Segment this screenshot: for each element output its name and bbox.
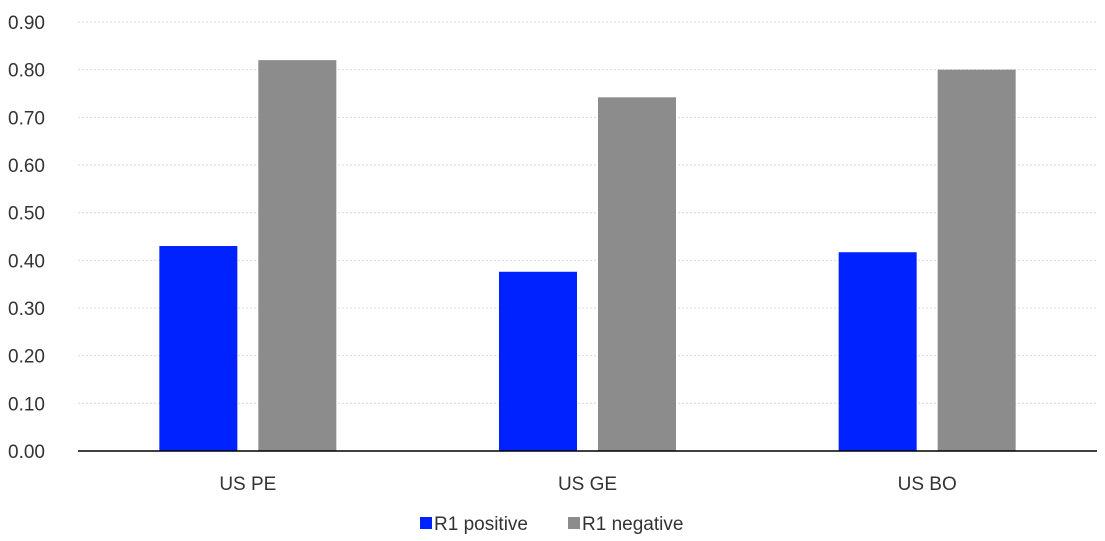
y-tick-label: 0.40 — [8, 251, 45, 272]
bar-r1-positive-us-bo — [838, 252, 917, 451]
y-tick-label: 0.80 — [8, 61, 45, 82]
legend-label: R1 negative — [582, 514, 683, 535]
bar-r1-negative-us-ge — [598, 97, 676, 452]
y-tick-label: 0.00 — [8, 442, 45, 463]
y-tick-label: 0.90 — [8, 13, 45, 34]
y-tick-label: 0.60 — [8, 156, 45, 177]
y-axis-tick-labels: 0.00 0.10 0.20 0.30 0.40 0.50 0.60 0.70 0.80 0.90 — [8, 13, 45, 463]
x-category-label: US PE — [219, 474, 276, 495]
legend-swatch — [420, 517, 432, 529]
bars — [159, 60, 1016, 452]
y-tick-label: 0.10 — [8, 394, 45, 415]
bar-r1-negative-us-pe — [258, 60, 337, 452]
x-category-label: US BO — [898, 474, 957, 495]
legend-label: R1 positive — [434, 514, 528, 535]
legend: R1 positive R1 negative — [420, 514, 683, 535]
bar-r1-positive-us-pe — [159, 246, 238, 451]
y-tick-label: 0.30 — [8, 299, 45, 320]
y-tick-label: 0.70 — [8, 108, 45, 129]
bar-r1-positive-us-ge — [499, 271, 577, 451]
x-axis-category-labels: US PE US GE US BO — [219, 474, 956, 495]
gridlines — [78, 21, 1097, 404]
y-tick-label: 0.50 — [8, 204, 45, 225]
y-tick-label: 0.20 — [8, 347, 45, 368]
bar-r1-negative-us-bo — [937, 69, 1016, 452]
legend-swatch — [568, 517, 580, 529]
x-category-label: US GE — [558, 474, 617, 495]
